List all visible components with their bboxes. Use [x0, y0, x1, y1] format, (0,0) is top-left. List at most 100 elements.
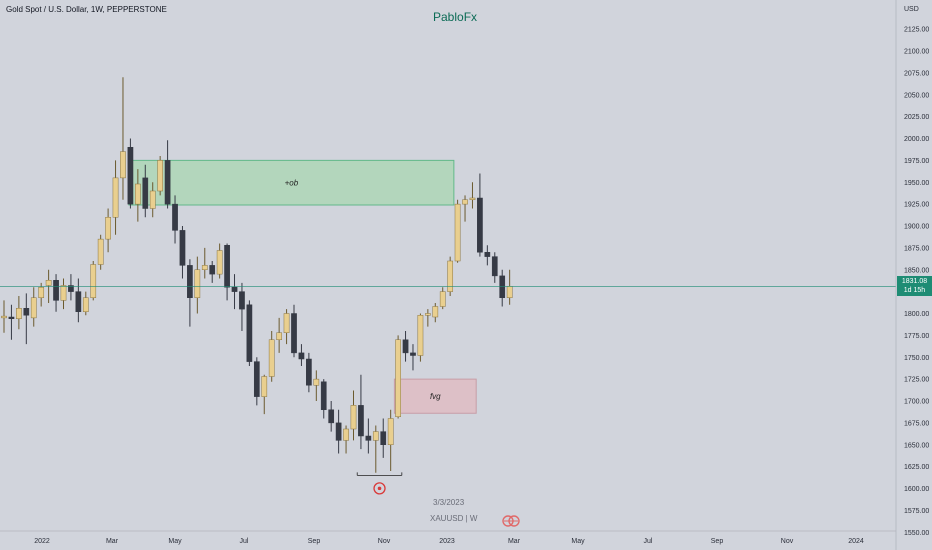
candle[interactable]	[380, 418, 387, 458]
candle[interactable]	[268, 331, 275, 382]
candle[interactable]	[142, 164, 149, 218]
candle[interactable]	[23, 293, 30, 345]
candle-body	[157, 160, 164, 192]
candle[interactable]	[477, 173, 483, 257]
candle[interactable]	[112, 160, 119, 235]
candle[interactable]	[172, 195, 178, 244]
price-tick-label: 1750.00	[904, 355, 929, 362]
zone-box[interactable]	[393, 378, 477, 414]
candle[interactable]	[439, 287, 446, 310]
price-tick-label: 1875.00	[904, 245, 929, 252]
candle[interactable]	[469, 182, 476, 209]
candle[interactable]	[335, 409, 342, 454]
candle[interactable]	[157, 156, 164, 196]
candle[interactable]	[372, 425, 379, 473]
candle[interactable]	[432, 303, 439, 323]
candle-body	[105, 217, 111, 240]
candle[interactable]	[402, 331, 409, 362]
candle[interactable]	[164, 140, 171, 209]
candle[interactable]	[276, 317, 282, 353]
candle[interactable]	[75, 278, 82, 323]
candle[interactable]	[209, 261, 216, 283]
price-tick-label: 1625.00	[904, 464, 929, 471]
candle[interactable]	[387, 409, 394, 471]
candle[interactable]	[291, 304, 297, 358]
candle[interactable]	[506, 269, 513, 305]
time-tick-label: Mar	[106, 538, 119, 545]
candle[interactable]	[149, 182, 156, 218]
time-axis[interactable]: 2022 Mar May Jul Sep Nov 2023 Mar May Jul Sep Nov 20…	[0, 530, 896, 545]
candle[interactable]	[60, 278, 67, 310]
candle[interactable]	[53, 274, 59, 312]
candle[interactable]	[410, 344, 416, 371]
candle[interactable]	[224, 243, 230, 301]
candle[interactable]	[350, 390, 357, 441]
candle[interactable]	[253, 357, 260, 406]
candle-body	[283, 313, 290, 333]
candle[interactable]	[187, 259, 193, 327]
candle[interactable]	[90, 261, 97, 301]
price-tick-label: 2000.00	[904, 136, 929, 143]
candle[interactable]	[179, 226, 186, 279]
candle-body	[201, 265, 208, 270]
candle[interactable]	[231, 274, 238, 310]
candle[interactable]	[320, 379, 327, 419]
candle[interactable]	[328, 401, 335, 432]
candle-body	[179, 230, 186, 266]
candle-body	[149, 190, 156, 209]
candle[interactable]	[484, 245, 491, 266]
chart-title: Gold Spot / U.S. Dollar, 1W, PEPPERSTONE	[6, 5, 167, 14]
candle[interactable]	[97, 234, 104, 270]
candle[interactable]	[216, 243, 223, 279]
zone-box[interactable]	[128, 159, 455, 206]
candle[interactable]	[38, 282, 45, 307]
candle[interactable]	[239, 282, 245, 331]
candle[interactable]	[417, 313, 424, 362]
candle-body	[291, 313, 297, 354]
candle[interactable]	[365, 418, 372, 454]
candle-body	[268, 339, 275, 377]
candle[interactable]	[68, 274, 74, 301]
candle[interactable]	[283, 309, 290, 345]
candle[interactable]	[127, 138, 134, 209]
candle[interactable]	[499, 269, 506, 307]
candle[interactable]	[201, 247, 208, 279]
candle[interactable]	[491, 252, 498, 283]
candle-body	[60, 285, 67, 301]
candle-body	[372, 431, 379, 441]
candle-body	[194, 269, 201, 298]
candle[interactable]	[261, 374, 268, 415]
time-tick-label: Nov	[378, 538, 391, 545]
time-tick-label: 2023	[439, 538, 455, 545]
candle[interactable]	[298, 344, 305, 366]
candle[interactable]	[82, 291, 89, 316]
bar-countdown: 1d 15h	[903, 287, 926, 294]
price-axis[interactable]: USD 1550.00 1575.00 1600.00 1625.00 1650.00 16…	[895, 0, 929, 550]
candle[interactable]	[306, 352, 312, 393]
candle[interactable]	[395, 335, 401, 419]
candle[interactable]	[120, 77, 126, 200]
candle[interactable]	[425, 309, 431, 327]
candle[interactable]	[313, 370, 320, 401]
candle[interactable]	[1, 300, 7, 333]
candle[interactable]	[462, 195, 468, 222]
candle[interactable]	[343, 425, 349, 454]
candle-body	[224, 245, 230, 288]
candle[interactable]	[358, 374, 364, 450]
candle[interactable]	[194, 256, 201, 314]
candle[interactable]	[134, 169, 141, 222]
candle[interactable]	[454, 199, 461, 263]
price-tick-label: 1925.00	[904, 202, 929, 209]
author-brand: PabloFx	[433, 10, 478, 24]
candle[interactable]	[105, 208, 111, 253]
candle-body	[320, 381, 327, 410]
candle[interactable]	[16, 296, 22, 330]
candle-body	[380, 431, 387, 445]
candle[interactable]	[30, 287, 37, 327]
candle[interactable]	[8, 304, 15, 340]
current-price-value: 1831.08	[901, 278, 928, 285]
candle-body	[246, 304, 253, 362]
candle[interactable]	[447, 256, 454, 296]
candle[interactable]	[246, 300, 253, 366]
